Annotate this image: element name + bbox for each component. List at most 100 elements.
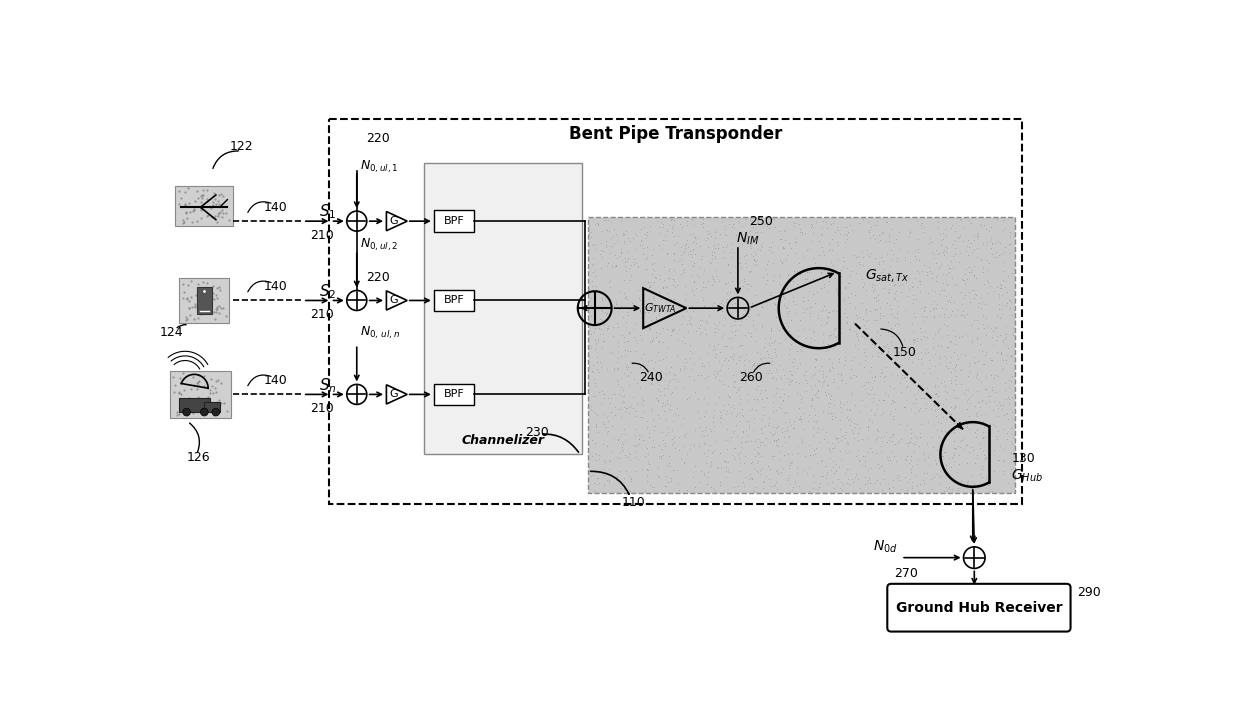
Point [707, 461, 727, 472]
Point [769, 433, 789, 445]
Point [797, 273, 817, 284]
Point [784, 481, 804, 492]
Point [697, 317, 717, 328]
Point [708, 365, 728, 377]
Point [671, 268, 691, 279]
Point [866, 339, 885, 351]
Point [996, 328, 1016, 340]
Point [934, 467, 954, 478]
Point [618, 293, 637, 305]
Point [885, 350, 905, 361]
Point [825, 431, 844, 443]
Point [624, 258, 644, 269]
Point [587, 239, 606, 251]
Point [785, 335, 805, 346]
Point [769, 445, 789, 456]
Text: G: G [389, 295, 398, 305]
Point [864, 292, 884, 304]
Point [657, 459, 677, 471]
Point [665, 248, 684, 260]
Point [905, 438, 925, 449]
Point [854, 320, 874, 331]
Point [678, 315, 698, 326]
Point [794, 295, 813, 307]
Point [627, 303, 647, 315]
Point [813, 372, 833, 383]
Point [718, 276, 738, 288]
Point [795, 304, 815, 315]
Point [837, 377, 857, 389]
Point [932, 451, 952, 462]
Point [779, 469, 799, 481]
Point [910, 222, 930, 234]
Point [904, 389, 924, 400]
Point [890, 243, 910, 255]
Point [941, 291, 961, 302]
Point [858, 251, 878, 262]
Point [919, 448, 939, 459]
Point [698, 356, 718, 368]
Point [801, 449, 821, 461]
Point [848, 473, 868, 485]
Point [816, 386, 836, 397]
Point [991, 311, 1011, 323]
Point [924, 252, 944, 264]
Point [740, 266, 760, 277]
Point [951, 475, 971, 487]
Point [925, 382, 945, 393]
Point [913, 226, 932, 238]
Point [994, 423, 1014, 435]
Point [906, 294, 926, 305]
Point [883, 474, 903, 485]
Point [775, 224, 795, 235]
Point [765, 476, 785, 487]
Point [828, 369, 848, 380]
Point [588, 217, 608, 229]
Point [957, 478, 977, 490]
Point [706, 397, 725, 408]
Text: 230: 230 [525, 426, 549, 439]
Point [804, 221, 823, 233]
Point [758, 392, 777, 403]
Point [941, 222, 961, 234]
Point [771, 374, 791, 385]
Point [620, 263, 640, 274]
Point [890, 335, 910, 346]
Point [921, 235, 941, 246]
Point [950, 247, 970, 258]
Point [673, 248, 693, 259]
Point [698, 228, 718, 240]
Point [921, 298, 941, 310]
Point [683, 260, 703, 271]
Point [777, 431, 797, 443]
Point [579, 228, 599, 239]
Point [729, 351, 749, 363]
Point [887, 252, 906, 264]
Point [784, 295, 804, 307]
Point [906, 393, 926, 405]
Point [813, 305, 833, 316]
Point [897, 451, 916, 462]
Point [818, 408, 838, 419]
Point [897, 380, 916, 392]
Point [801, 301, 821, 312]
Point [744, 443, 764, 454]
Point [836, 221, 856, 233]
Point [640, 336, 660, 348]
Point [905, 469, 925, 480]
Point [851, 311, 870, 323]
Point [631, 234, 651, 246]
Point [885, 438, 905, 449]
Point [593, 315, 613, 326]
Point [939, 481, 959, 492]
Point [641, 276, 661, 287]
Point [770, 270, 790, 282]
Point [608, 364, 627, 375]
Point [689, 261, 709, 273]
Point [864, 283, 884, 294]
Text: 122: 122 [229, 140, 253, 153]
Point [724, 375, 744, 387]
Point [606, 259, 626, 271]
Point [694, 264, 714, 276]
Point [924, 472, 944, 483]
